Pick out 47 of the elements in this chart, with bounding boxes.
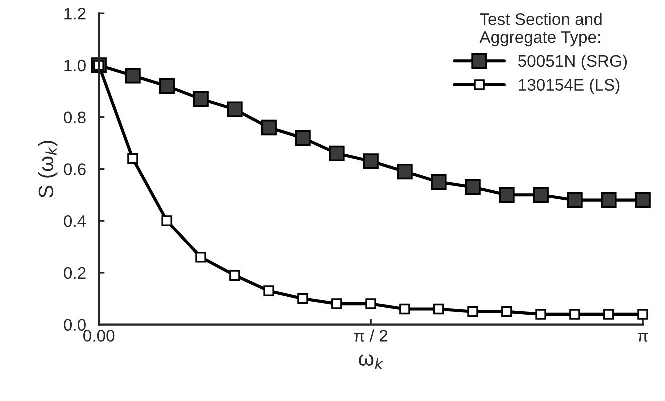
point bbox=[431, 174, 447, 190]
point bbox=[162, 216, 173, 227]
legend-label: 50051N (SRG) bbox=[518, 54, 628, 70]
y-tick-label: 1.0 bbox=[64, 60, 86, 72]
point bbox=[397, 164, 413, 180]
point bbox=[329, 146, 345, 162]
point bbox=[434, 304, 444, 315]
point bbox=[400, 304, 410, 315]
x-tick-label: π bbox=[638, 332, 648, 342]
point bbox=[465, 180, 481, 196]
point bbox=[230, 270, 240, 281]
x-tick-label: 0.00 bbox=[84, 330, 115, 342]
legend-title: Test Section and Aggregate Type: bbox=[480, 13, 602, 47]
point bbox=[502, 306, 512, 318]
x-tick-label: π / 2 bbox=[354, 330, 388, 342]
point bbox=[332, 298, 342, 310]
point bbox=[193, 91, 209, 108]
y-tick-label: 0.4 bbox=[64, 215, 86, 228]
x-axis-title: ω$_{k}$ bbox=[359, 354, 384, 370]
point bbox=[261, 120, 277, 136]
point bbox=[295, 130, 311, 146]
point bbox=[128, 153, 138, 164]
y-tick-label: 0.0 bbox=[64, 319, 86, 332]
point bbox=[468, 306, 478, 318]
point bbox=[264, 286, 275, 297]
y-tick-label: 0.8 bbox=[64, 112, 86, 124]
y-tick-label: 0.2 bbox=[64, 267, 86, 280]
point bbox=[196, 252, 206, 263]
y-tick-label: 0.6 bbox=[64, 164, 86, 176]
point bbox=[536, 309, 546, 320]
y-tick-label: 1.2 bbox=[64, 8, 86, 20]
point bbox=[567, 192, 583, 208]
point bbox=[125, 68, 141, 84]
point bbox=[601, 192, 617, 208]
point bbox=[298, 293, 308, 304]
legend-label: 130154E (LS) bbox=[519, 78, 620, 94]
point bbox=[604, 309, 614, 320]
point bbox=[533, 187, 549, 203]
point bbox=[227, 102, 243, 118]
point bbox=[570, 309, 580, 320]
point bbox=[159, 78, 175, 94]
point bbox=[363, 154, 379, 170]
point bbox=[366, 298, 376, 310]
y-axis-title: S (ω$_{k}$) bbox=[38, 141, 58, 198]
point bbox=[635, 192, 651, 208]
point bbox=[638, 309, 648, 320]
point bbox=[499, 187, 515, 203]
